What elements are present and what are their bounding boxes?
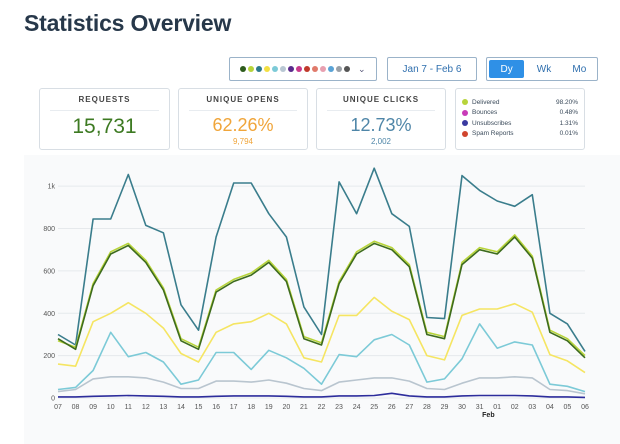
unique-clicks-count: 2,002 [370,137,392,146]
x-tick-label: 19 [265,404,273,411]
y-tick-label: 400 [43,311,55,318]
x-tick-label: 14 [177,404,185,411]
x-tick-label: 27 [405,404,413,411]
x-tick-label: 10 [107,404,115,411]
legend-label: Bounces [472,109,498,117]
x-tick-label: 02 [511,404,519,411]
series-line-6 [58,392,586,399]
color-swatch [256,66,262,72]
requests-card: REQUESTS 15,731 [39,88,170,150]
x-tick-label: 16 [212,404,220,411]
x-tick-label: 07 [54,404,62,411]
chart-background [24,155,620,444]
legend-value: 1.31% [559,119,578,127]
divider [50,110,159,111]
date-range-picker[interactable]: Jan 7 - Feb 6 [387,57,477,81]
legend-item-delivered: Delivered 98.20% [462,97,578,108]
color-swatch [328,66,334,72]
series-line-3 [57,296,586,374]
divider [327,110,435,111]
rate-legend: Delivered 98.20% Bounces 0.48% Unsubscri… [455,88,585,150]
x-tick-label: 03 [528,404,536,411]
x-tick-label: 23 [335,404,343,411]
color-swatch [248,66,254,72]
legend-value: 0.48% [559,109,578,117]
x-tick-label: 12 [142,404,150,411]
legend-dot [462,99,468,106]
color-swatch [344,66,350,72]
legend-dot [462,109,468,116]
x-tick-label: 20 [282,404,290,411]
x-tick-label: 15 [195,404,203,411]
legend-value: 98.20% [555,98,578,106]
legend-label: Delivered [472,98,500,106]
legend-dot [462,130,468,137]
color-swatch [304,66,310,72]
series-line-4 [57,323,586,393]
y-tick-label: 0 [51,396,55,403]
color-swatch [288,66,294,72]
x-tick-label: 11 [125,404,132,411]
unique-clicks-card: UNIQUE CLICKS 12.73% 2,002 [316,88,446,150]
unique-opens-card: UNIQUE OPENS 62.26% 9,794 [178,88,308,150]
granularity-day-button[interactable]: Dy [489,60,525,78]
legend-label: Unsubscribes [472,119,512,127]
color-swatch [240,66,246,72]
chevron-down-icon: ⌄ [358,63,366,74]
x-tick-label: 06 [581,404,589,411]
statistics-line-chart: 0 200 400 600 800 1k 07 08 09 10 11 12 13 14 15 16 17 18… [24,155,620,444]
x-tick-label: 01 [493,404,501,411]
x-tick-label: 09 [89,404,97,411]
divider [189,110,297,111]
color-swatch [280,66,286,72]
granularity-week-button[interactable]: Wk [536,63,552,75]
unique-opens-label: UNIQUE OPENS [206,95,280,104]
unique-opens-count: 9,794 [232,137,254,146]
x-tick-label: 05 [564,404,572,411]
legend-item-spam-reports: Spam Reports 0.01% [462,129,578,140]
color-swatch [264,66,270,72]
x-tick-label: 24 [353,404,361,411]
x-tick-label: 21 [300,404,308,411]
legend-item-bounces: Bounces 0.48% [462,108,578,119]
color-swatch [296,66,302,72]
x-tick-label: 22 [318,404,326,411]
color-swatch [336,66,342,72]
legend-item-unsubscribes: Unsubscribes 1.31% [462,118,578,129]
y-tick-label: 800 [43,226,55,233]
x-tick-label: 28 [423,404,431,411]
unique-opens-value: 62.26% [212,115,274,135]
unique-clicks-value: 12.73% [350,115,412,135]
x-tick-label: 08 [72,404,80,411]
x-tick-label: 31 [476,404,484,411]
x-tick-label: 26 [388,404,396,411]
x-tick-label: 17 [230,404,238,411]
category-color-select[interactable]: ⌄ [229,57,377,81]
legend-dot [462,120,468,127]
requests-value: 15,731 [72,115,137,138]
x-tick-label: 04 [546,404,554,411]
x-tick-label: 18 [247,404,255,411]
series-line-0 [57,167,586,352]
y-tick-label: 1k [48,184,56,191]
granularity-month-button[interactable]: Mo [572,63,587,75]
unique-clicks-label: UNIQUE CLICKS [342,95,420,104]
x-tick-label: 13 [160,404,168,411]
requests-label: REQUESTS [78,95,131,104]
series-line-2 [57,236,586,359]
color-swatch [312,66,318,72]
x-tick-label: 25 [370,404,378,411]
color-swatch [272,66,278,72]
x-group-label: Feb [482,412,494,419]
x-tick-label: 30 [458,404,466,411]
legend-value: 0.01% [559,130,578,138]
legend-label: Spam Reports [472,130,514,138]
color-swatch [320,66,326,72]
series-line-5 [57,376,586,395]
x-tick-label: 29 [441,404,449,411]
y-tick-label: 600 [43,268,55,275]
page-title: Statistics Overview [24,10,232,36]
y-tick-label: 200 [43,353,55,360]
granularity-toggle: Dy Wk Mo [486,57,598,81]
